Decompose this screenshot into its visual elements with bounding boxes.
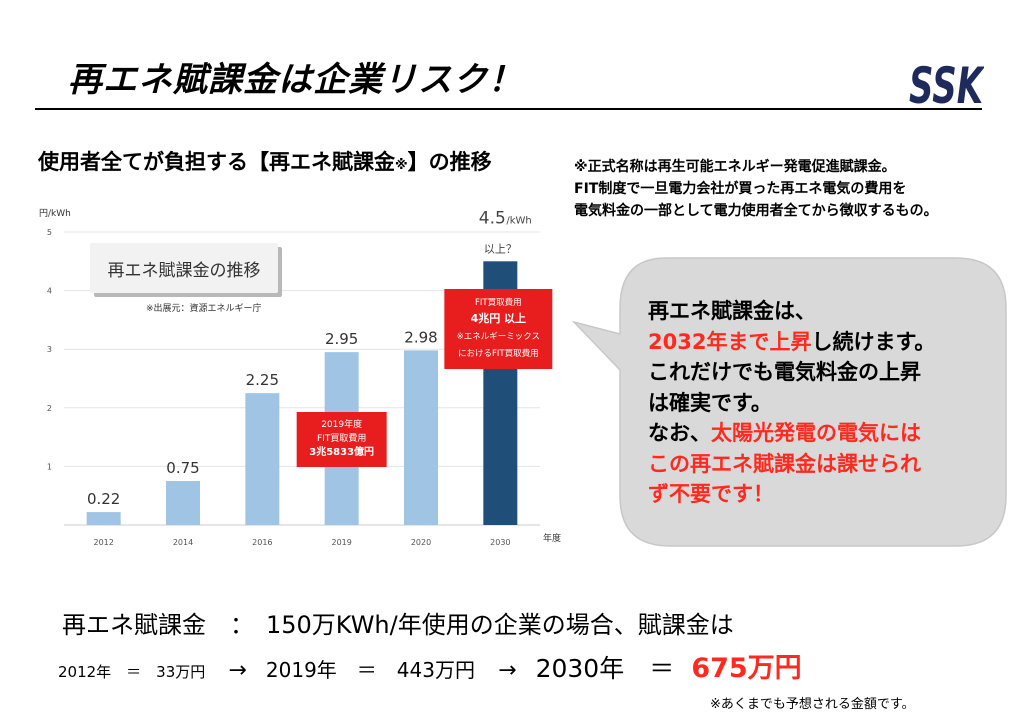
x-tick-label: 2019 <box>331 538 351 547</box>
estimate-footnote: ※あくまでも予想される金額です。 <box>710 697 915 712</box>
callout-segment: は確実です。 <box>648 390 772 415</box>
annotation-text: FIT買取費用 <box>317 432 366 444</box>
data-label: 2.98 <box>404 328 437 346</box>
x-tick-label: 2014 <box>173 538 193 547</box>
callout-text: 再エネ賦課金は、 2032年まで上昇し続けます。 これだけでも電気料金の上昇 は確実で… <box>648 296 935 510</box>
data-label-unit: /kWh <box>506 215 531 226</box>
x-tick-label: 2030 <box>490 538 510 547</box>
ssk-logo: SSK <box>909 57 984 109</box>
inset-title: 再エネ賦課金の推移 <box>108 261 261 281</box>
callout-highlight: 太陽光発電の電気には <box>711 421 921 445</box>
bar <box>404 350 438 525</box>
annotation-box <box>296 412 387 467</box>
inset-title-box <box>90 243 278 293</box>
arrow-icon: → <box>498 658 517 683</box>
annotation-text: におけるFIT買取費用 <box>458 348 539 359</box>
callout-highlight: この再エネ賦課金は課せられ <box>648 451 921 476</box>
callout-line: は確実です。 <box>648 388 935 419</box>
definition-line: ※正式名称は再生可能エネルギー発電促進賦課金。 <box>574 159 896 175</box>
chart-source: ※出展元：資源エネルギー庁 <box>146 302 262 314</box>
callout-highlight: ず不要です！ <box>648 482 774 506</box>
callout-segment: し続けます。 <box>811 329 936 354</box>
callout-line: これだけでも電気料金の上昇 <box>648 357 935 388</box>
bar <box>245 393 280 525</box>
annotation-text: FIT買取費用 <box>475 297 522 308</box>
y-tick-label: 4 <box>47 287 52 296</box>
levy-bar-chart: 1 2 3 4 5 円/kWh 年度 再エネ賦課金の推移 ※出展元：資源エネルギー庁 2012 0.… <box>39 208 561 547</box>
callout-segment: これだけでも電気料金の上昇 <box>648 360 921 384</box>
cost-2019: 2019年 ＝ 443万円 <box>265 658 475 682</box>
logo-text: SSK <box>909 57 984 109</box>
y-tick-label: 2 <box>47 404 52 413</box>
data-label: 0.22 <box>87 490 120 508</box>
data-label: 2.95 <box>325 330 358 348</box>
annotation-box <box>444 289 553 369</box>
data-label-note: 以上？ <box>484 242 517 255</box>
data-label: 4.5 <box>479 208 506 228</box>
title-divider <box>35 108 982 110</box>
callout-line: 2032年まで上昇し続けます。 <box>648 327 935 358</box>
callout-line: なお、太陽光発電の電気には <box>648 418 935 449</box>
definition-note: ※正式名称は再生可能エネルギー発電促進賦課金。 FIT制度で一旦電力会社が買った… <box>574 156 938 222</box>
definition-line: FIT制度で一旦電力会社が買った再エネ電気の費用を <box>574 181 907 197</box>
annotation-text: 2019年度 <box>321 418 362 430</box>
cost-2030-value: 675万円 <box>691 653 802 684</box>
y-tick-label: 1 <box>47 462 52 471</box>
arrow-icon: → <box>228 658 247 683</box>
y-axis-label: 円/kWh <box>39 208 71 219</box>
callout-segment: なお、 <box>648 421 711 445</box>
chart-heading-end: 】の推移 <box>407 150 492 174</box>
annotation-text: ※エネルギーミックス <box>457 332 540 342</box>
callout-highlight: 2032年まで上昇 <box>648 329 812 354</box>
bar <box>166 481 200 525</box>
cost-summary-line: 再エネ賦課金 ： 150万KWh/年使用の企業の場合、賦課金は <box>62 611 734 639</box>
x-tick-label: 2016 <box>252 538 272 547</box>
chart-heading: 使用者全てが負担する【再エネ賦課金※】の推移 <box>38 146 492 176</box>
callout-line: この再エネ賦課金は課せられ <box>648 449 935 480</box>
data-label: 0.75 <box>166 459 199 477</box>
y-tick-label: 3 <box>47 345 52 354</box>
x-tick-label: 2012 <box>93 538 113 547</box>
slide-title: 再エネ賦課金は企業リスク！ <box>68 60 523 100</box>
y-tick-label: 5 <box>47 228 52 237</box>
chart-heading-mark: ※ <box>395 158 408 173</box>
annotation-text: 4兆円 以上 <box>471 311 526 325</box>
cost-2012: 2012年 ＝ 33万円 <box>58 663 206 681</box>
bar <box>86 512 121 525</box>
x-axis-label: 年度 <box>543 532 561 544</box>
data-label: 2.25 <box>246 371 279 389</box>
x-tick-label: 2020 <box>411 538 431 547</box>
callout-line: 再エネ賦課金は、 <box>648 296 935 327</box>
callout-bubble <box>571 257 1007 547</box>
annotation-text: 3兆5833億円 <box>309 445 374 458</box>
callout-line: ず不要です！ <box>648 479 935 510</box>
cost-progression-line: 2012年 ＝ 33万円 → 2019年 ＝ 443万円 → 2030年 ＝ 6… <box>58 646 802 685</box>
chart-heading-main: 使用者全てが負担する【再エネ賦課金 <box>38 150 395 174</box>
cost-2030-label: 2030年 ＝ <box>535 654 675 683</box>
definition-line: 電気料金の一部として電力使用者全てから徴収するもの。 <box>574 203 938 219</box>
callout-segment: 再エネ賦課金は、 <box>648 299 816 323</box>
